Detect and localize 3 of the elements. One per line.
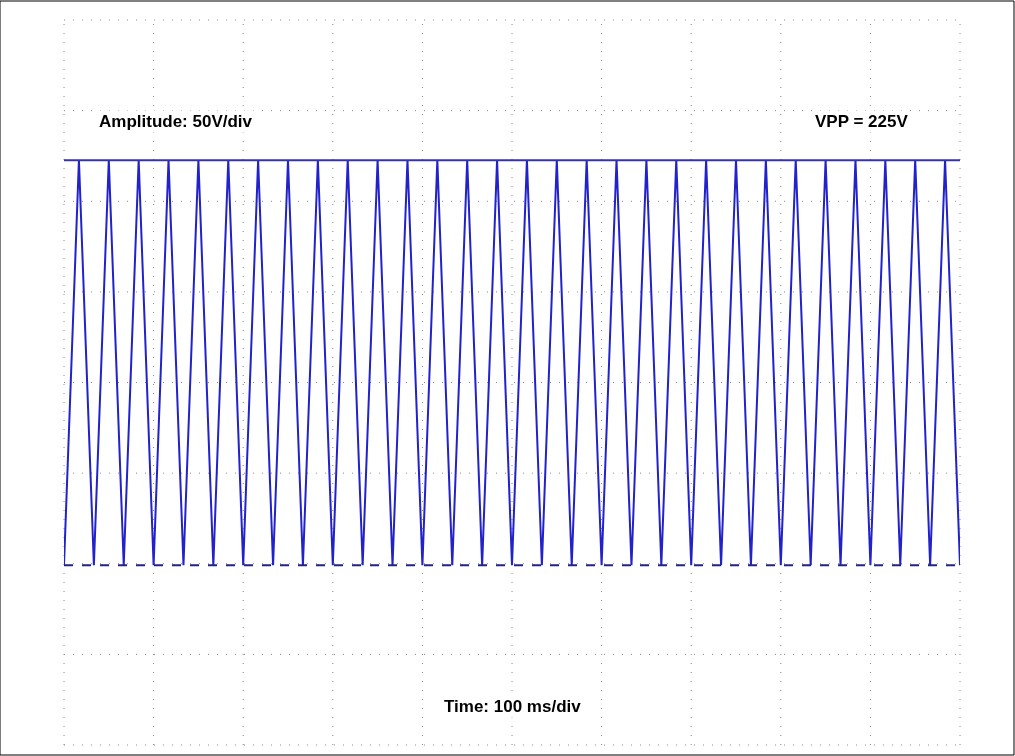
text: Amplitude: 50V/div [99,112,253,131]
text: Time: 100 ms/div [444,697,582,716]
text: VPP = 225V [815,112,909,131]
